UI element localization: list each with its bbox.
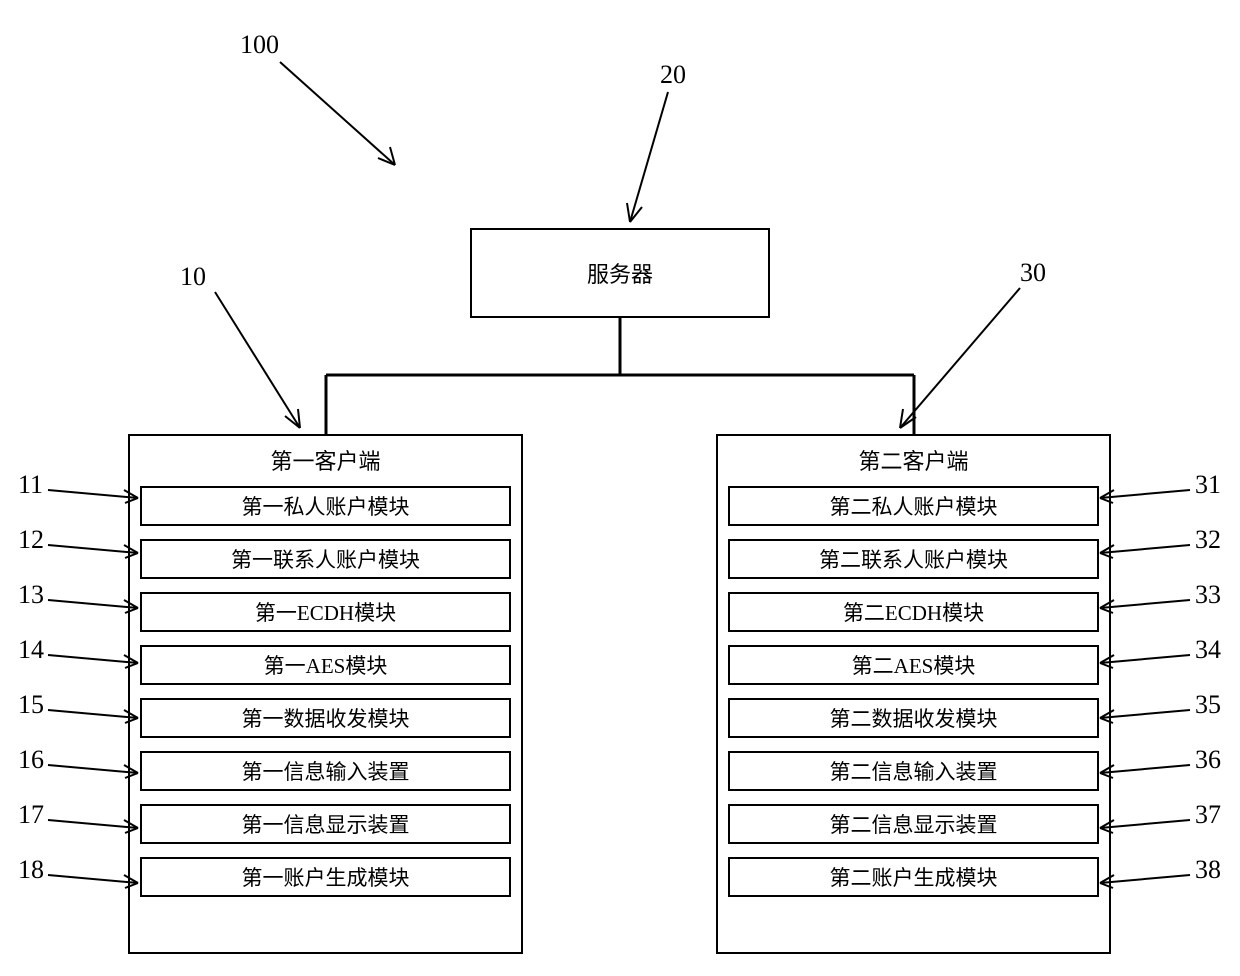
client2-module-7: 第二账户生成模块 [728, 857, 1099, 897]
ref-right-1: 32 [1195, 525, 1221, 555]
server-label: 服务器 [587, 257, 653, 289]
ref-right-5: 36 [1195, 745, 1221, 775]
client2-module-4: 第二数据收发模块 [728, 698, 1099, 738]
ref-left-0: 11 [18, 470, 43, 500]
right-leaders [1100, 490, 1190, 888]
ref-client2: 30 [1020, 258, 1046, 288]
client2-title: 第二客户端 [718, 436, 1109, 486]
ref-left-6: 17 [18, 800, 44, 830]
ref-server: 20 [660, 60, 686, 90]
ref-system: 100 [240, 30, 279, 60]
ref-right-2: 33 [1195, 580, 1221, 610]
client1-module-4: 第一数据收发模块 [140, 698, 511, 738]
client2-container: 第二客户端 第二私人账户模块 第二联系人账户模块 第二ECDH模块 第二AES模… [716, 434, 1111, 954]
client1-title: 第一客户端 [130, 436, 521, 486]
client1-module-5: 第一信息输入装置 [140, 751, 511, 791]
ref-right-7: 38 [1195, 855, 1221, 885]
client2-module-2: 第二ECDH模块 [728, 592, 1099, 632]
client1-module-7: 第一账户生成模块 [140, 857, 511, 897]
client1-container: 第一客户端 第一私人账户模块 第一联系人账户模块 第一ECDH模块 第一AES模… [128, 434, 523, 954]
client1-module-3: 第一AES模块 [140, 645, 511, 685]
ref-client1: 10 [180, 262, 206, 292]
client1-module-6: 第一信息显示装置 [140, 804, 511, 844]
client1-module-2: 第一ECDH模块 [140, 592, 511, 632]
ref-right-3: 34 [1195, 635, 1221, 665]
ref-left-3: 14 [18, 635, 44, 665]
ref-left-2: 13 [18, 580, 44, 610]
ref-left-7: 18 [18, 855, 44, 885]
server-box: 服务器 [470, 228, 770, 318]
client2-module-5: 第二信息输入装置 [728, 751, 1099, 791]
ref-right-0: 31 [1195, 470, 1221, 500]
client1-module-1: 第一联系人账户模块 [140, 539, 511, 579]
ref-right-4: 35 [1195, 690, 1221, 720]
client1-module-0: 第一私人账户模块 [140, 486, 511, 526]
client2-module-3: 第二AES模块 [728, 645, 1099, 685]
ref-right-6: 37 [1195, 800, 1221, 830]
diagram-canvas: 服务器 第一客户端 第一私人账户模块 第一联系人账户模块 第一ECDH模块 第一… [0, 0, 1240, 976]
left-leaders [48, 490, 138, 888]
ref-left-4: 15 [18, 690, 44, 720]
client2-module-1: 第二联系人账户模块 [728, 539, 1099, 579]
ref-left-5: 16 [18, 745, 44, 775]
client2-module-6: 第二信息显示装置 [728, 804, 1099, 844]
client2-module-0: 第二私人账户模块 [728, 486, 1099, 526]
ref-left-1: 12 [18, 525, 44, 555]
